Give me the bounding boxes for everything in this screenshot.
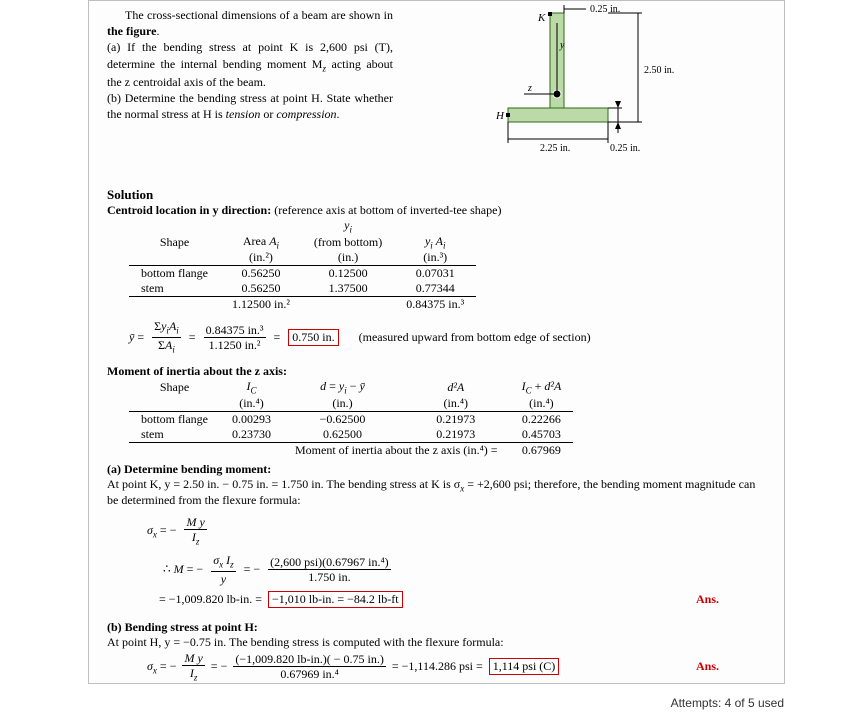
centroid-paren: (reference axis at bottom of inverted-te… — [271, 203, 501, 217]
dim-bot-width: 2.25 in. — [540, 143, 570, 154]
partA-text: At point K, y = 2.50 in. − 0.75 in. = 1.… — [107, 477, 766, 508]
iu3: (in.⁴) — [402, 396, 510, 412]
sum-A: 1.12500 in.² — [220, 297, 302, 313]
iu1: (in.⁴) — [220, 396, 283, 412]
ir0-1: 0.00293 — [220, 411, 283, 427]
partB-text: At point H, y = −0.75 in. The bending st… — [107, 635, 766, 650]
row1-shape: stem — [129, 281, 220, 297]
ybar-num: 0.84375 in.³ — [204, 324, 266, 338]
centroid-table: yi Shape Area Ai (from bottom) yi Ai (in… — [129, 218, 476, 313]
partA-heading: (a) Determine bending moment: — [107, 462, 766, 477]
sigmaH-row: σx = − M yIz = − (−1,009.820 lb-in.)( − … — [147, 652, 719, 682]
row1-yA: 0.77344 — [394, 281, 476, 297]
problem-text: The cross-sectional dimensions of a beam… — [107, 7, 393, 123]
point-k: K — [537, 12, 546, 24]
row0-yA: 0.07031 — [394, 266, 476, 282]
ybar-note: (measured upward from bottom edge of sec… — [359, 330, 591, 345]
problem-lead: The cross-sectional dimensions of a beam… — [125, 8, 393, 22]
beam-svg: y z K H 0.25 in. 2.50 in. 2.25 in. — [478, 3, 698, 159]
partA-t1: At point K, y = 2.50 in. − 0.75 in. = 1.… — [107, 477, 460, 491]
centroid-heading-row: Centroid location in y direction: (refer… — [107, 203, 766, 218]
ybar-den: 1.1250 in.² — [207, 338, 263, 351]
ir0-4: 0.22266 — [510, 411, 574, 427]
ir1-2: 0.62500 — [283, 427, 402, 443]
tension-word: tension — [226, 107, 261, 121]
y-axis-label: y — [559, 40, 565, 51]
point-h: H — [495, 110, 505, 122]
iu4: (in.⁴) — [510, 396, 574, 412]
iu2: (in.) — [283, 396, 402, 412]
ans-a: Ans. — [696, 592, 719, 607]
col-shape: Shape — [129, 234, 220, 250]
ybar-box: 0.750 in. — [288, 329, 338, 346]
row1-A: 0.56250 — [220, 281, 302, 297]
unit-yA: (in.³) — [394, 250, 476, 266]
ir1-1: 0.23730 — [220, 427, 283, 443]
inertia-sum-label: Moment of inertia about the z axis (in.⁴… — [283, 442, 510, 458]
sigH-num: (−1,009.820 lb-in.)( − 0.75 in.) — [233, 653, 386, 667]
or-word: or — [260, 107, 276, 121]
page: The cross-sectional dimensions of a beam… — [88, 0, 785, 684]
M-equation: ∴ M = − σx Izy = − (2,600 psi)(0.67967 i… — [163, 554, 766, 584]
cross-section-figure: y z K H 0.25 in. 2.50 in. 2.25 in. — [478, 3, 698, 163]
row0-shape: bottom flange — [129, 266, 220, 282]
unit-area: (in.²) — [220, 250, 302, 266]
ir0-3: 0.21973 — [402, 411, 510, 427]
compression-word: compression — [276, 107, 336, 121]
icol0: Shape — [129, 379, 220, 395]
inertia-heading-text: Moment of inertia about the z axis: — [107, 364, 287, 378]
inertia-heading: Moment of inertia about the z axis: — [107, 364, 766, 379]
dim-height: 2.50 in. — [644, 65, 674, 76]
solution-heading: Solution — [107, 187, 766, 203]
inertia-table: Shape IC d = yi − ȳ d²A IC + d²A (in.⁴) … — [129, 379, 573, 457]
sigH-box: 1,114 psi (C) — [489, 658, 560, 675]
M-line: = −1,009.820 lb-in. = — [159, 592, 262, 607]
ir1-4: 0.45703 — [510, 427, 574, 443]
partB-heading: (b) Bending stress at point H: — [107, 620, 766, 635]
ir0-0: bottom flange — [129, 411, 220, 427]
M-num: (2,600 psi)(0.67967 in.⁴) — [268, 556, 391, 570]
ir1-3: 0.21973 — [402, 427, 510, 443]
centroid-heading: Centroid location in y direction: — [107, 203, 271, 217]
ybar-equation: ȳ = ΣyiAiΣAi = 0.84375 in.³1.1250 in.² =… — [129, 320, 766, 354]
sigH-den: 0.67969 in.⁴ — [278, 667, 341, 680]
row1-y: 1.37500 — [302, 281, 394, 297]
ans-b: Ans. — [696, 659, 719, 674]
row0-y: 0.12500 — [302, 266, 394, 282]
flexure-formula: σx = − M yIz — [147, 516, 766, 546]
M-den: 1.750 in. — [306, 570, 352, 583]
z-axis-label: z — [527, 83, 532, 94]
sigH-eq: = −1,114.286 psi = — [392, 659, 483, 674]
partB-heading-text: (b) Bending stress at point H: — [107, 620, 258, 634]
figure-ref: the figure — [107, 24, 156, 38]
row0-A: 0.56250 — [220, 266, 302, 282]
ir1-0: stem — [129, 427, 220, 443]
inertia-sum-val: 0.67969 — [510, 442, 574, 458]
M-box: −1,010 lb-in. = −84.2 lb-ft — [268, 591, 403, 608]
dim-bot-thick: 0.25 in. — [610, 143, 640, 154]
ir0-2: −0.62500 — [283, 411, 402, 427]
attempts-text: Attempts: 4 of 5 used — [671, 696, 784, 710]
M-result-row: = −1,009.820 lb-in. = −1,010 lb-in. = −8… — [159, 591, 719, 608]
sum-yA: 0.84375 in.³ — [394, 297, 476, 313]
partA-heading-text: (a) Determine bending moment: — [107, 462, 271, 476]
